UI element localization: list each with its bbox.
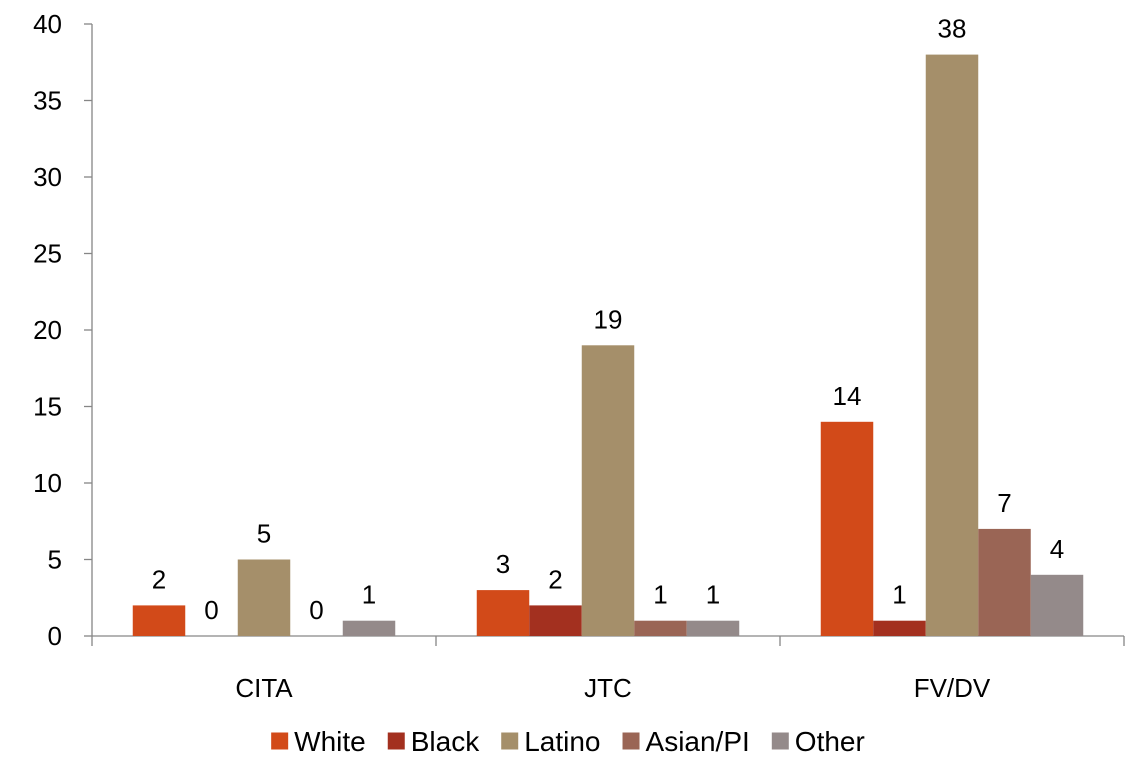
bar — [237, 559, 291, 636]
data-label: 2 — [548, 564, 562, 594]
y-tick-label: 35 — [33, 86, 62, 116]
legend-label: White — [294, 726, 366, 757]
legend-swatch — [271, 732, 289, 750]
bar — [529, 605, 582, 636]
bar — [581, 345, 635, 636]
y-tick-label: 20 — [33, 315, 62, 345]
data-label: 1 — [362, 580, 376, 610]
bar — [342, 620, 396, 636]
data-labels: 2 0 5 0 1 3 2 19 1 1 14 1 38 7 4 — [152, 14, 1064, 625]
data-label: 0 — [309, 595, 323, 625]
x-category-label: JTC — [584, 673, 632, 703]
bar — [925, 54, 979, 637]
legend-label: Latino — [524, 726, 600, 757]
legend-item: Other — [771, 726, 865, 757]
bar — [978, 528, 1031, 636]
y-tick-label: 5 — [48, 545, 62, 575]
data-label: 0 — [204, 595, 218, 625]
legend-swatch — [501, 732, 519, 750]
bar — [820, 421, 874, 636]
legend-item: White — [271, 726, 366, 757]
y-tick-label: 10 — [33, 468, 62, 498]
y-tick-label: 15 — [33, 392, 62, 422]
data-label: 14 — [833, 381, 862, 411]
data-label: 1 — [892, 580, 906, 610]
bars — [132, 54, 1084, 637]
legend-item: Black — [387, 726, 480, 757]
legend-label: Asian/PI — [646, 726, 750, 757]
legend: White Black Latino Asian/PI Other — [271, 726, 865, 757]
data-label: 38 — [938, 14, 967, 44]
data-label: 1 — [653, 580, 667, 610]
y-tick-label: 25 — [33, 239, 62, 269]
data-label: 2 — [152, 564, 166, 594]
bar — [634, 620, 687, 636]
y-tick-label: 30 — [33, 162, 62, 192]
data-label: 4 — [1050, 534, 1064, 564]
legend-item: Latino — [501, 726, 601, 757]
y-tick-label: 0 — [48, 621, 62, 651]
bar — [686, 620, 740, 636]
data-label: 1 — [706, 580, 720, 610]
legend-swatch — [387, 732, 405, 750]
data-label: 5 — [257, 519, 271, 549]
legend-swatch — [622, 732, 640, 750]
bar — [873, 620, 926, 636]
data-label: 19 — [594, 304, 623, 334]
y-axis: 0 5 10 15 20 25 30 35 40 — [33, 9, 93, 651]
data-label: 3 — [496, 549, 510, 579]
x-category-label: CITA — [235, 673, 293, 703]
data-label: 7 — [997, 488, 1011, 518]
bar — [1030, 574, 1084, 636]
bar — [132, 605, 186, 636]
x-category-label: FV/DV — [914, 673, 991, 703]
y-tick-label: 40 — [33, 9, 62, 39]
legend-label: Other — [795, 726, 865, 757]
x-axis: CITA JTC FV/DV — [91, 635, 1125, 703]
legend-swatch — [771, 732, 789, 750]
legend-label: Black — [411, 726, 480, 757]
legend-item: Asian/PI — [622, 726, 750, 757]
bar — [476, 590, 530, 636]
